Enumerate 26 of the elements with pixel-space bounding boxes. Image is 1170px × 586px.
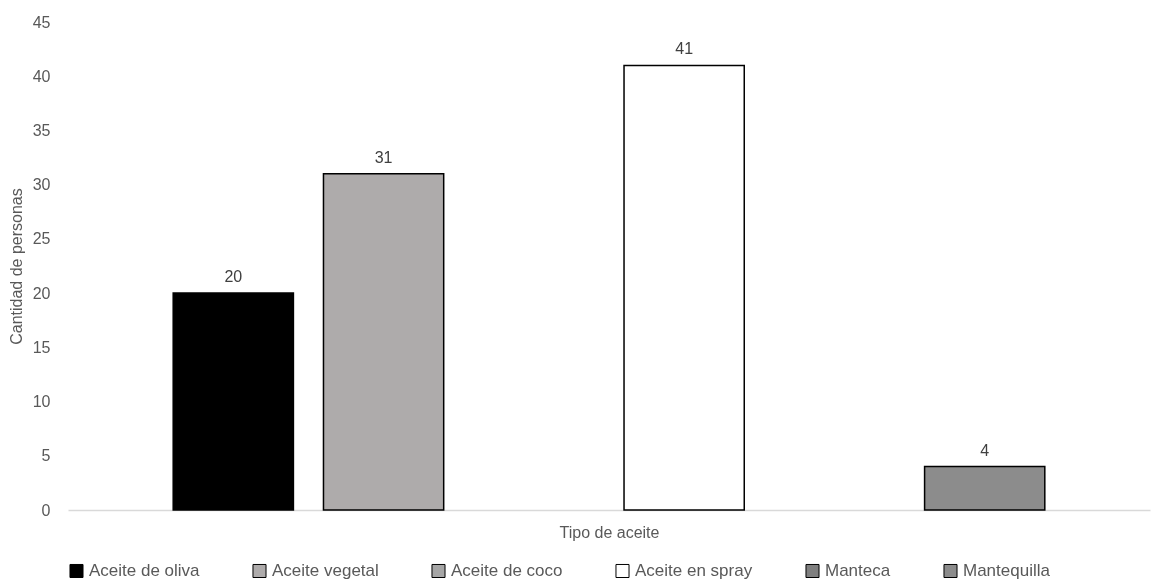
legend-label: Mantequilla (963, 560, 1051, 580)
y-axis-title: Cantidad de personas (7, 188, 25, 345)
y-tick-label: 0 (41, 501, 51, 519)
legend-label: Aceite de coco (451, 560, 563, 580)
y-tick-label: 45 (32, 13, 51, 31)
data-label: 4 (980, 441, 990, 459)
y-tick-label: 25 (32, 230, 51, 248)
legend-label: Manteca (825, 560, 891, 580)
y-tick-label: 15 (32, 338, 51, 356)
data-label: 31 (374, 148, 393, 166)
y-tick-label: 10 (32, 393, 51, 411)
y-tick-label: 5 (41, 447, 51, 465)
x-axis-title: Tipo de aceite (559, 523, 660, 541)
bar (923, 465, 1046, 511)
y-tick-label: 40 (32, 67, 51, 85)
y-tick-label: 35 (32, 121, 51, 139)
bar (322, 173, 445, 511)
bar (172, 292, 295, 511)
data-label: 20 (224, 268, 243, 286)
legend-label: Aceite vegetal (272, 560, 379, 580)
bar (623, 64, 745, 511)
y-tick-label: 30 (32, 176, 51, 194)
y-tick-label: 20 (32, 284, 51, 302)
legend-label: Aceite en spray (635, 560, 753, 580)
data-label: 41 (675, 40, 694, 58)
legend-label: Aceite de oliva (89, 560, 201, 580)
